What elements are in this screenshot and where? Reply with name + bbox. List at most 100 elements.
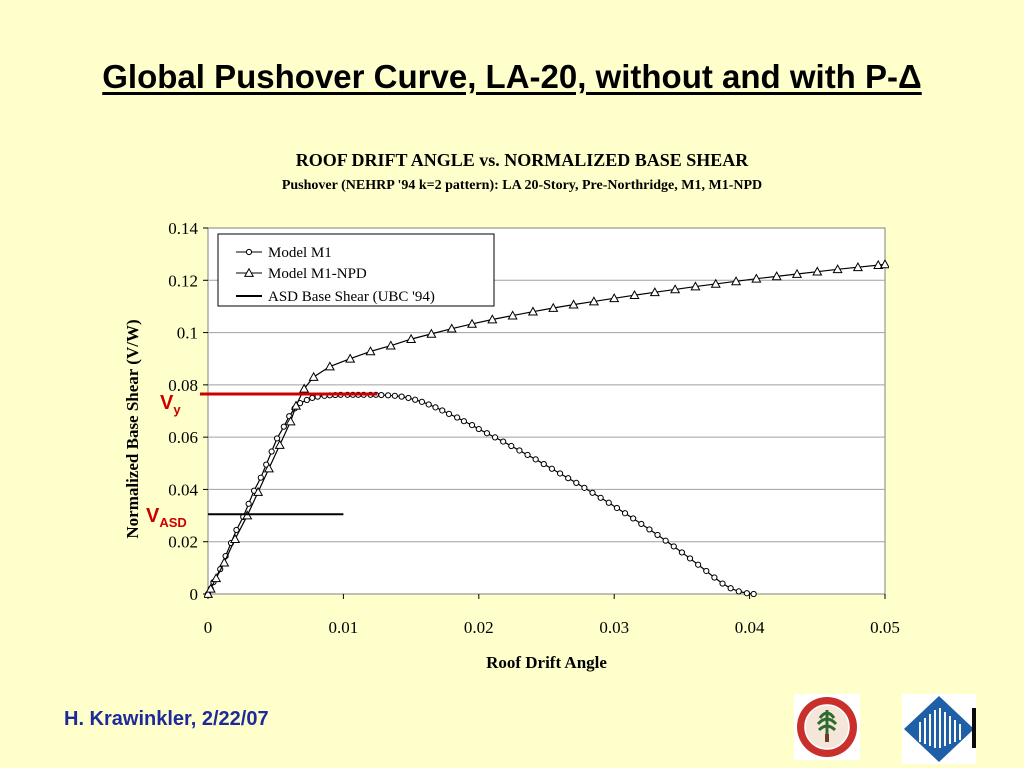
data-point xyxy=(491,434,499,441)
data-point xyxy=(638,520,645,528)
legend-box xyxy=(217,233,495,307)
vy-label: Vy xyxy=(160,392,181,417)
series-1 xyxy=(204,259,889,598)
data-point xyxy=(385,340,396,350)
data-point xyxy=(257,474,264,481)
slide-title: Global Pushover Curve, LA-20, without an… xyxy=(102,58,922,95)
data-point xyxy=(654,531,661,539)
data-point xyxy=(406,333,417,343)
legend: Model M1 Model M1-NPD ASD Base Shear (UBC … xyxy=(217,233,495,307)
data-point xyxy=(308,371,319,381)
data-point xyxy=(412,396,419,403)
data-point xyxy=(630,515,637,522)
data-point xyxy=(750,590,757,598)
data-point xyxy=(365,346,376,356)
data-point xyxy=(711,574,718,581)
chart-title: ROOF DRIFT ANGLE vs. NORMALIZED BASE SHE… xyxy=(295,150,749,170)
data-point xyxy=(475,425,482,433)
data-point xyxy=(695,561,702,568)
data-point xyxy=(646,526,653,533)
data-point xyxy=(468,422,476,429)
data-point xyxy=(662,537,669,544)
y-axis-label: Normalized Base Shear (V/W) xyxy=(123,319,142,538)
data-point xyxy=(565,475,572,482)
data-point xyxy=(345,353,356,363)
x-tick-label: 0.03 xyxy=(599,618,629,637)
data-point xyxy=(299,383,310,393)
chart-subtitle: Pushover (NEHRP '94 k=2 pattern): LA 20-… xyxy=(281,178,763,193)
data-point xyxy=(719,580,726,587)
legend-label: Model M1 xyxy=(268,245,332,261)
data-point xyxy=(629,289,640,300)
data-point xyxy=(263,463,274,473)
data-point xyxy=(280,423,287,430)
data-point xyxy=(446,323,457,333)
data-point xyxy=(852,261,863,272)
data-point xyxy=(487,314,498,324)
legend-marker xyxy=(243,267,255,277)
data-point xyxy=(432,404,439,411)
data-point xyxy=(568,299,579,309)
data-point xyxy=(378,391,385,399)
data-point xyxy=(731,276,742,286)
data-point xyxy=(439,407,446,414)
data-point xyxy=(290,400,302,410)
data-point xyxy=(771,271,782,281)
data-point xyxy=(812,266,823,276)
data-point xyxy=(274,439,285,449)
data-point xyxy=(230,533,241,543)
data-point xyxy=(204,588,214,598)
y-tick-label: 0.04 xyxy=(168,480,198,499)
data-point xyxy=(581,484,588,491)
data-point xyxy=(751,273,762,283)
data-point xyxy=(670,543,677,550)
data-point xyxy=(605,499,612,506)
data-point xyxy=(690,281,701,291)
y-tick-label: 0.12 xyxy=(168,271,198,290)
data-point xyxy=(303,396,310,404)
data-point xyxy=(609,293,620,303)
y-tick-label: 0 xyxy=(190,585,199,604)
data-point xyxy=(405,394,412,402)
data-point xyxy=(548,302,559,312)
data-point xyxy=(219,557,230,567)
data-point xyxy=(384,392,392,399)
y-tick-label: 0.06 xyxy=(168,428,198,447)
data-point xyxy=(245,500,252,507)
data-point xyxy=(791,268,803,278)
data-point xyxy=(205,583,216,593)
vasd-label: VASD xyxy=(146,505,187,530)
x-tick-label: 0.05 xyxy=(870,618,900,637)
y-tick-label: 0.1 xyxy=(177,324,198,343)
data-point xyxy=(686,555,694,562)
data-point xyxy=(426,328,437,338)
data-point xyxy=(532,456,539,463)
y-tick-label: 0.14 xyxy=(168,219,198,238)
data-point xyxy=(516,447,523,454)
legend-label: Model M1-NPD xyxy=(268,266,367,282)
data-point xyxy=(268,448,275,455)
legend-label: ASD Base Shear (UBC '94) xyxy=(268,289,435,305)
data-point xyxy=(556,470,564,477)
data-point xyxy=(508,442,515,450)
data-point xyxy=(832,264,843,274)
data-point xyxy=(649,287,660,297)
data-point xyxy=(524,451,531,459)
legend-marker xyxy=(245,248,253,256)
data-point xyxy=(703,567,710,575)
data-point xyxy=(460,418,468,425)
y-tick-label: 0.08 xyxy=(168,376,198,395)
data-point xyxy=(735,588,742,595)
data-point xyxy=(621,510,629,517)
data-point xyxy=(285,416,296,426)
x-axis-label: Roof Drift Angle xyxy=(486,653,607,672)
x-tick-label: 0.01 xyxy=(329,618,359,637)
data-point xyxy=(710,278,721,288)
data-point xyxy=(540,460,547,468)
data-point xyxy=(500,438,507,445)
data-point xyxy=(873,259,884,269)
data-point xyxy=(309,394,316,402)
x-tick-label: 0 xyxy=(204,618,213,637)
data-point xyxy=(211,573,222,583)
